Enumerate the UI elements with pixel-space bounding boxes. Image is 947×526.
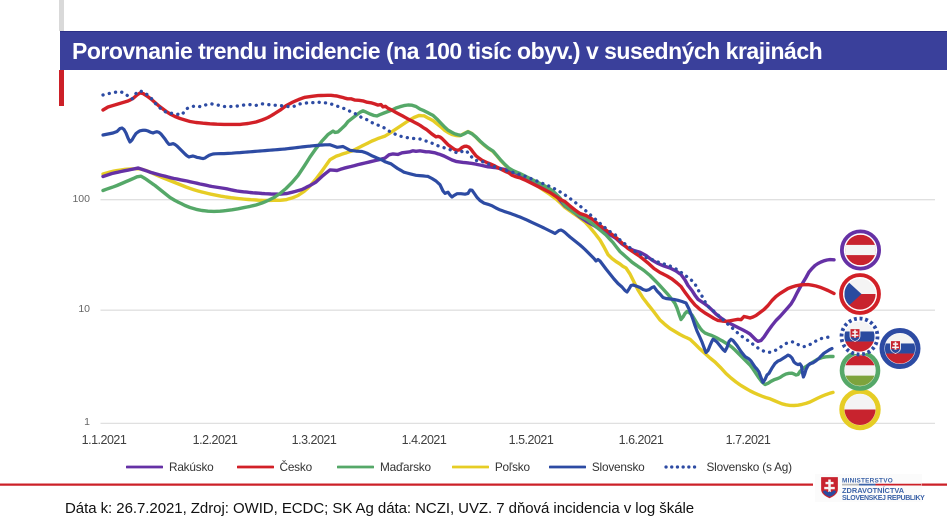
svg-text:MINISTERSTVO: MINISTERSTVO bbox=[842, 478, 893, 485]
svg-text:ZDRAVOTNÍCTVA: ZDRAVOTNÍCTVA bbox=[842, 486, 905, 495]
svg-text:SLOVENSKEJ REPUBLIKY: SLOVENSKEJ REPUBLIKY bbox=[842, 495, 925, 502]
